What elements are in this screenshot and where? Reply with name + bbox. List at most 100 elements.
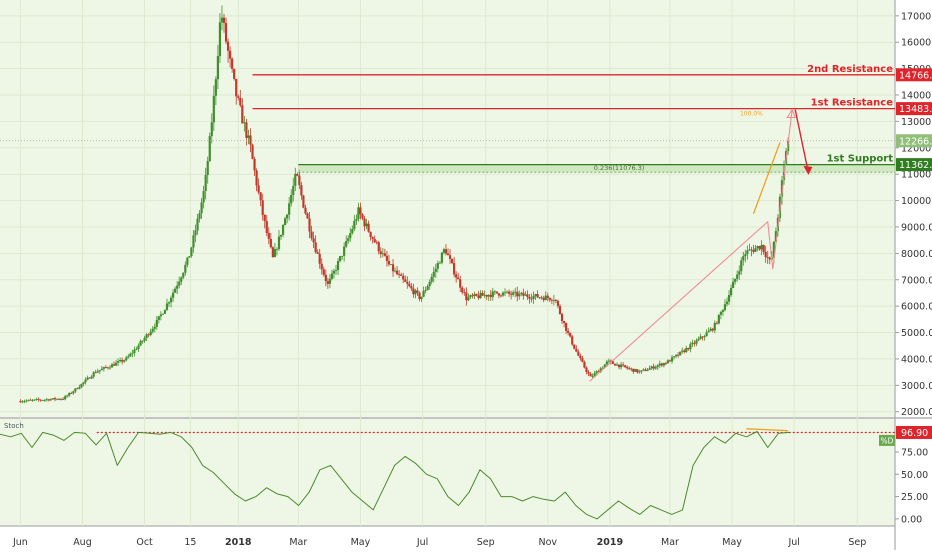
- candle-body: [467, 297, 469, 300]
- time-tick-label: Sep: [477, 537, 495, 548]
- candle-body: [463, 292, 465, 293]
- candle-body: [765, 252, 767, 257]
- candle-body: [341, 256, 343, 257]
- price-tick-label: 4000.0: [901, 354, 932, 365]
- candle-body: [310, 231, 312, 238]
- candle-body: [333, 271, 335, 274]
- candle-body: [429, 282, 431, 286]
- candle-body: [48, 399, 50, 400]
- time-tick-label: Jul: [787, 537, 799, 548]
- candle-body: [298, 176, 300, 185]
- candle-body: [274, 249, 276, 257]
- candle-body: [479, 293, 481, 298]
- candle-body: [636, 369, 638, 372]
- candle-body: [693, 343, 695, 344]
- candle-body: [579, 356, 581, 358]
- candle-body: [752, 250, 754, 252]
- first-resistance-price-tag-text: 13483.9: [899, 104, 932, 115]
- candle-body: [46, 399, 48, 400]
- candle-body: [207, 161, 209, 175]
- candle-body: [121, 360, 123, 362]
- candle-body: [58, 399, 60, 400]
- candle-body: [435, 269, 437, 272]
- candle-body: [402, 276, 404, 280]
- candle-body: [455, 274, 457, 277]
- candle-body: [321, 264, 323, 270]
- candle-body: [198, 213, 200, 218]
- candle-body: [97, 371, 99, 372]
- candle-body: [384, 253, 386, 256]
- candle-body: [209, 136, 211, 161]
- candle-body: [699, 337, 701, 339]
- candle-body: [738, 271, 740, 274]
- candle-body: [439, 263, 441, 264]
- candle-body: [306, 213, 308, 218]
- candle-body: [93, 372, 95, 376]
- candle-body: [433, 272, 435, 277]
- candle-body: [78, 387, 80, 389]
- candle-body: [691, 343, 693, 344]
- candle-body: [225, 23, 227, 42]
- price-tick-label: 16000.0: [901, 38, 932, 49]
- candle-body: [614, 364, 616, 366]
- candle-body: [329, 279, 331, 284]
- candle-body: [68, 393, 70, 396]
- first-resistance-label: 1st Resistance: [811, 98, 894, 109]
- candle-body: [327, 281, 329, 284]
- candle-body: [196, 219, 198, 231]
- candle-body: [325, 275, 327, 281]
- candle-body: [634, 369, 636, 372]
- candle-body: [392, 264, 394, 271]
- candle-body: [304, 208, 306, 214]
- candle-body: [644, 369, 646, 370]
- candle-body: [38, 399, 40, 400]
- candle-body: [398, 274, 400, 275]
- candle-body: [412, 288, 414, 294]
- candle-body: [441, 253, 443, 263]
- candle-body: [72, 391, 74, 393]
- candle-body: [137, 345, 139, 349]
- candle-body: [673, 356, 675, 357]
- candle-body: [649, 368, 651, 370]
- candle-body: [313, 238, 315, 242]
- candle-body: [190, 247, 192, 256]
- candle-body: [530, 299, 532, 300]
- candle-body: [203, 191, 205, 202]
- candle-body: [492, 291, 494, 297]
- price-tick-label: 2000.0: [901, 407, 932, 418]
- stoch-tick-label: 75.00: [901, 447, 928, 458]
- candle-body: [372, 237, 374, 239]
- candle-body: [750, 250, 752, 251]
- candle-body: [651, 366, 653, 368]
- candle-body: [512, 292, 514, 294]
- candle-body: [716, 323, 718, 324]
- candle-body: [728, 295, 730, 302]
- candle-body: [534, 294, 536, 296]
- candle-body: [585, 368, 587, 372]
- candle-body: [160, 315, 162, 317]
- candle-body: [516, 292, 518, 297]
- candle-body: [758, 246, 760, 249]
- candle-body: [730, 288, 732, 295]
- candle-body: [549, 298, 551, 300]
- candle-body: [146, 334, 148, 338]
- price-tick-label: 6000.0: [901, 302, 932, 313]
- candle-body: [701, 337, 703, 338]
- candle-body: [192, 235, 194, 247]
- candle-body: [168, 302, 170, 303]
- candle-body: [119, 360, 121, 361]
- candle-body: [205, 175, 207, 191]
- candle-body: [27, 400, 29, 401]
- candle-body: [166, 303, 168, 309]
- candle-body: [734, 279, 736, 282]
- candle-body: [353, 221, 355, 229]
- stoch-title: Stoch: [4, 422, 24, 430]
- candle-body: [217, 56, 219, 79]
- candle-body: [494, 291, 496, 292]
- candle-body: [486, 295, 488, 297]
- candle-body: [186, 258, 188, 265]
- candle-body: [99, 370, 101, 371]
- candle-body: [618, 364, 620, 367]
- candle-body: [632, 369, 634, 372]
